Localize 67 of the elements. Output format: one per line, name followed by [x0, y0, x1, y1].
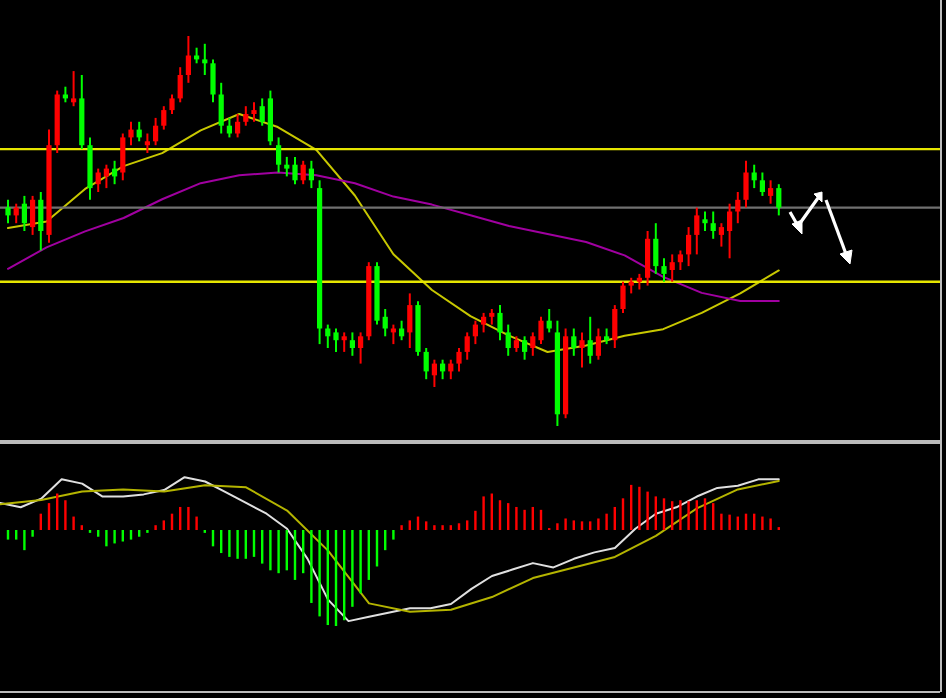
candlestick: [612, 304, 618, 349]
candlestick: [161, 105, 167, 131]
candlestick: [464, 331, 470, 361]
candlestick: [727, 202, 733, 260]
candlestick: [677, 249, 683, 271]
candlestick: [759, 171, 765, 197]
candlestick: [595, 327, 601, 361]
candlestick: [210, 58, 216, 104]
candlestick: [694, 206, 700, 256]
candlestick: [710, 210, 716, 240]
candlestick: [669, 253, 675, 283]
candlestick: [456, 347, 462, 373]
candlestick: [686, 226, 692, 268]
candlestick: [768, 179, 774, 205]
candlestick: [169, 93, 175, 115]
candlestick: [702, 210, 708, 232]
candlestick: [349, 331, 355, 357]
candlestick: [202, 42, 208, 76]
candlestick: [472, 319, 478, 346]
candlestick: [653, 222, 659, 275]
candlestick: [284, 155, 290, 178]
candlestick: [497, 304, 503, 342]
candlestick: [571, 327, 577, 357]
candlestick: [292, 155, 298, 186]
candlestick: [153, 116, 159, 147]
candlestick: [235, 113, 241, 139]
candlestick: [481, 311, 487, 334]
candlestick: [79, 74, 85, 151]
candlestick: [120, 132, 126, 182]
candlestick: [546, 308, 552, 334]
candlestick: [735, 191, 741, 225]
candlestick: [358, 331, 364, 365]
candlestick: [128, 120, 134, 147]
candlestick: [276, 136, 282, 174]
candlestick: [661, 257, 667, 283]
candlestick: [87, 136, 93, 201]
candlestick: [71, 70, 77, 108]
candlestick: [144, 132, 150, 154]
candlestick: [226, 116, 232, 139]
candlestick: [645, 230, 651, 287]
candlestick: [300, 159, 306, 186]
candlestick: [538, 315, 544, 346]
candlestick: [267, 89, 273, 147]
candlestick: [218, 81, 224, 135]
candlestick: [431, 358, 437, 388]
candlestick: [423, 347, 429, 381]
candlestick: [177, 66, 183, 104]
candlestick: [743, 159, 749, 209]
candlestick: [776, 183, 782, 217]
candlestick: [5, 198, 11, 225]
candlestick: [341, 331, 347, 353]
candlestick: [505, 323, 511, 357]
candlestick: [38, 191, 44, 252]
candlestick: [243, 105, 249, 127]
candlestick: [333, 327, 339, 353]
candlestick: [30, 194, 36, 236]
candlestick: [21, 194, 27, 232]
candlestick: [95, 167, 101, 193]
candlestick: [415, 300, 421, 357]
candlestick: [587, 315, 593, 365]
candlestick: [407, 292, 413, 349]
candlestick: [185, 35, 191, 84]
candlestick: [579, 331, 585, 369]
candlestick: [620, 280, 626, 314]
candlestick: [522, 335, 528, 361]
candlestick: [251, 101, 257, 123]
candlestick: [308, 159, 314, 190]
